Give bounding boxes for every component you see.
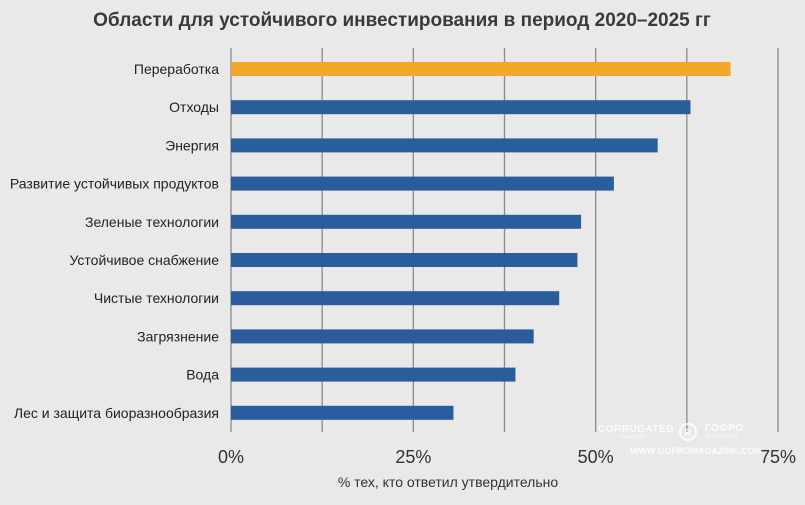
watermark-brand-bottom: INDUSTRY <box>620 435 646 441</box>
category-label: Зеленые технологии <box>85 214 219 230</box>
watermark: CORRUGATED INDUSTRY R ГОФРО ИНДУСТРИЯ WW… <box>598 423 762 456</box>
watermark-brand-ru-sub: ИНДУСТРИЯ <box>706 434 737 440</box>
category-label: Устойчивое снабжение <box>69 252 219 268</box>
watermark-url: WWW.GOFROMAGAZINE.COM <box>630 446 762 456</box>
x-tick-label: 50% <box>578 447 614 467</box>
bar <box>231 138 658 153</box>
x-axis-title: % тех, кто ответил утвердительно <box>338 474 559 490</box>
watermark-logo-circle <box>679 423 697 441</box>
bar <box>231 367 516 382</box>
chart-title: Области для устойчивого инвестирования в… <box>93 10 711 31</box>
bar <box>231 100 691 115</box>
bar <box>231 214 582 229</box>
watermark-brand-top: CORRUGATED <box>598 424 674 435</box>
category-label: Вода <box>186 367 219 383</box>
bar <box>231 176 614 191</box>
bar <box>231 253 578 267</box>
category-label: Лес и защита биоразнообразия <box>14 405 219 421</box>
category-label: Энергия <box>165 137 219 153</box>
category-label-layer: Переработка Отходы Энергия Развитие устойчи… <box>10 61 219 421</box>
watermark-brand-ru: ГОФРО <box>705 423 744 434</box>
x-tick-label: 75% <box>760 447 796 467</box>
x-tick-label: 0% <box>218 447 244 467</box>
category-label: Отходы <box>169 99 219 115</box>
category-label: Чистые технологии <box>94 290 219 306</box>
category-label: Переработка <box>134 61 219 77</box>
bar <box>231 405 454 420</box>
category-label: Развитие устойчивых продуктов <box>10 176 219 192</box>
watermark-logo-letter: R <box>684 428 692 439</box>
bar <box>231 329 534 344</box>
bar-layer <box>231 62 731 420</box>
tick-label-layer: 0% 25% 50% 75% <box>218 447 796 467</box>
bar <box>231 291 560 306</box>
category-label: Загрязнение <box>137 328 219 344</box>
x-tick-label: 25% <box>395 447 431 467</box>
bar <box>231 62 731 76</box>
